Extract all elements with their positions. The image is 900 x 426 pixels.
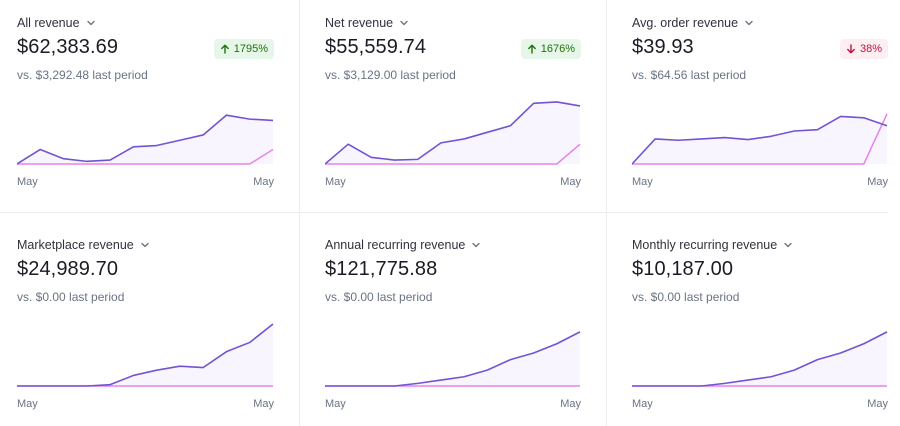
current-period-line <box>632 331 888 387</box>
previous-period-line <box>325 143 581 165</box>
metric-title-dropdown[interactable]: Annual recurring revenue <box>325 236 481 254</box>
metric-value: $62,383.69 <box>17 36 119 58</box>
current-period-line <box>17 114 274 165</box>
current-period-area <box>17 115 273 164</box>
chevron-down-icon <box>86 20 95 26</box>
metric-title: Net revenue <box>325 16 394 30</box>
change-badge: 1795% <box>213 39 274 59</box>
current-period-area <box>325 331 580 386</box>
metric-value: $121,775.88 <box>325 258 438 280</box>
sparkline-chart <box>325 331 581 387</box>
comparison-text: vs. $0.00 last period <box>325 290 433 304</box>
column-divider <box>606 0 607 426</box>
comparison-text: vs. $64.56 last period <box>632 68 747 82</box>
sparkline-chart <box>17 114 274 165</box>
metric-title-dropdown[interactable]: Monthly recurring revenue <box>632 236 793 254</box>
metric-title-dropdown[interactable]: Avg. order revenue <box>632 14 754 32</box>
column-divider <box>299 0 300 426</box>
change-percent: 1795% <box>233 43 268 55</box>
x-axis-start-label: May <box>325 398 346 410</box>
row-divider <box>0 212 888 213</box>
x-axis-start-label: May <box>632 398 653 410</box>
metric-value: $39.93 <box>632 36 694 58</box>
metric-card: Monthly recurring revenue $10,187.00 vs. … <box>632 222 888 426</box>
sparkline-chart <box>325 101 581 165</box>
comparison-text: vs. $0.00 last period <box>17 290 125 304</box>
metric-card: All revenue $62,383.69 1795% vs. $3,292.… <box>17 0 274 204</box>
arrow-up-icon <box>220 44 229 54</box>
comparison-text: vs. $0.00 last period <box>632 290 740 304</box>
sparkline-chart <box>17 323 274 387</box>
metric-card: Marketplace revenue $24,989.70 vs. $0.00 … <box>17 222 274 426</box>
metric-title-dropdown[interactable]: All revenue <box>17 14 96 32</box>
x-axis-start-label: May <box>632 176 653 188</box>
current-period-area <box>632 331 887 386</box>
change-badge: 1676% <box>520 39 581 59</box>
x-axis-end-label: May <box>560 398 581 410</box>
chevron-down-icon <box>784 242 792 248</box>
current-period-area <box>632 116 887 164</box>
x-axis-end-label: May <box>867 398 888 410</box>
x-axis-start-label: May <box>17 398 38 410</box>
previous-period-line <box>632 113 888 165</box>
metric-title-dropdown[interactable]: Marketplace revenue <box>17 236 150 254</box>
change-percent: 1676% <box>540 43 575 55</box>
metric-title: Avg. order revenue <box>632 16 739 30</box>
metric-title: All revenue <box>17 16 80 30</box>
metric-title: Marketplace revenue <box>17 238 134 252</box>
change-badge: 38% <box>839 39 888 59</box>
current-period-line <box>325 101 581 165</box>
metric-value: $10,187.00 <box>632 258 734 280</box>
x-axis-end-label: May <box>253 398 274 410</box>
arrow-down-icon <box>847 44 855 54</box>
x-axis-end-label: May <box>560 176 581 188</box>
metric-title: Annual recurring revenue <box>325 238 466 252</box>
x-axis-start-label: May <box>325 176 346 188</box>
comparison-text: vs. $3,129.00 last period <box>325 68 456 82</box>
chevron-down-icon <box>400 20 408 26</box>
metric-card: Avg. order revenue $39.93 38% vs. $64.56… <box>632 0 888 204</box>
x-axis-end-label: May <box>253 176 274 188</box>
chevron-down-icon <box>141 242 149 248</box>
current-period-line <box>17 323 274 387</box>
change-percent: 38% <box>859 43 882 55</box>
x-axis-start-label: May <box>17 176 38 188</box>
sparkline-chart <box>632 331 888 387</box>
current-period-area <box>17 323 273 386</box>
metric-title: Monthly recurring revenue <box>632 238 778 252</box>
metric-value: $55,559.74 <box>325 36 427 58</box>
arrow-up-icon <box>527 44 536 54</box>
metric-title-dropdown[interactable]: Net revenue <box>325 14 409 32</box>
current-period-line <box>325 331 581 387</box>
chevron-down-icon <box>472 242 481 248</box>
chevron-down-icon <box>745 20 753 26</box>
x-axis-end-label: May <box>867 176 888 188</box>
sparkline-chart <box>632 113 888 165</box>
current-period-line <box>632 115 888 165</box>
metric-value: $24,989.70 <box>17 258 119 280</box>
metric-card: Net revenue $55,559.74 1676% vs. $3,129.… <box>325 0 581 204</box>
comparison-text: vs. $3,292.48 last period <box>17 68 148 82</box>
metric-card: Annual recurring revenue $121,775.88 vs. … <box>325 222 581 426</box>
current-period-area <box>325 101 580 164</box>
previous-period-line <box>17 148 274 165</box>
